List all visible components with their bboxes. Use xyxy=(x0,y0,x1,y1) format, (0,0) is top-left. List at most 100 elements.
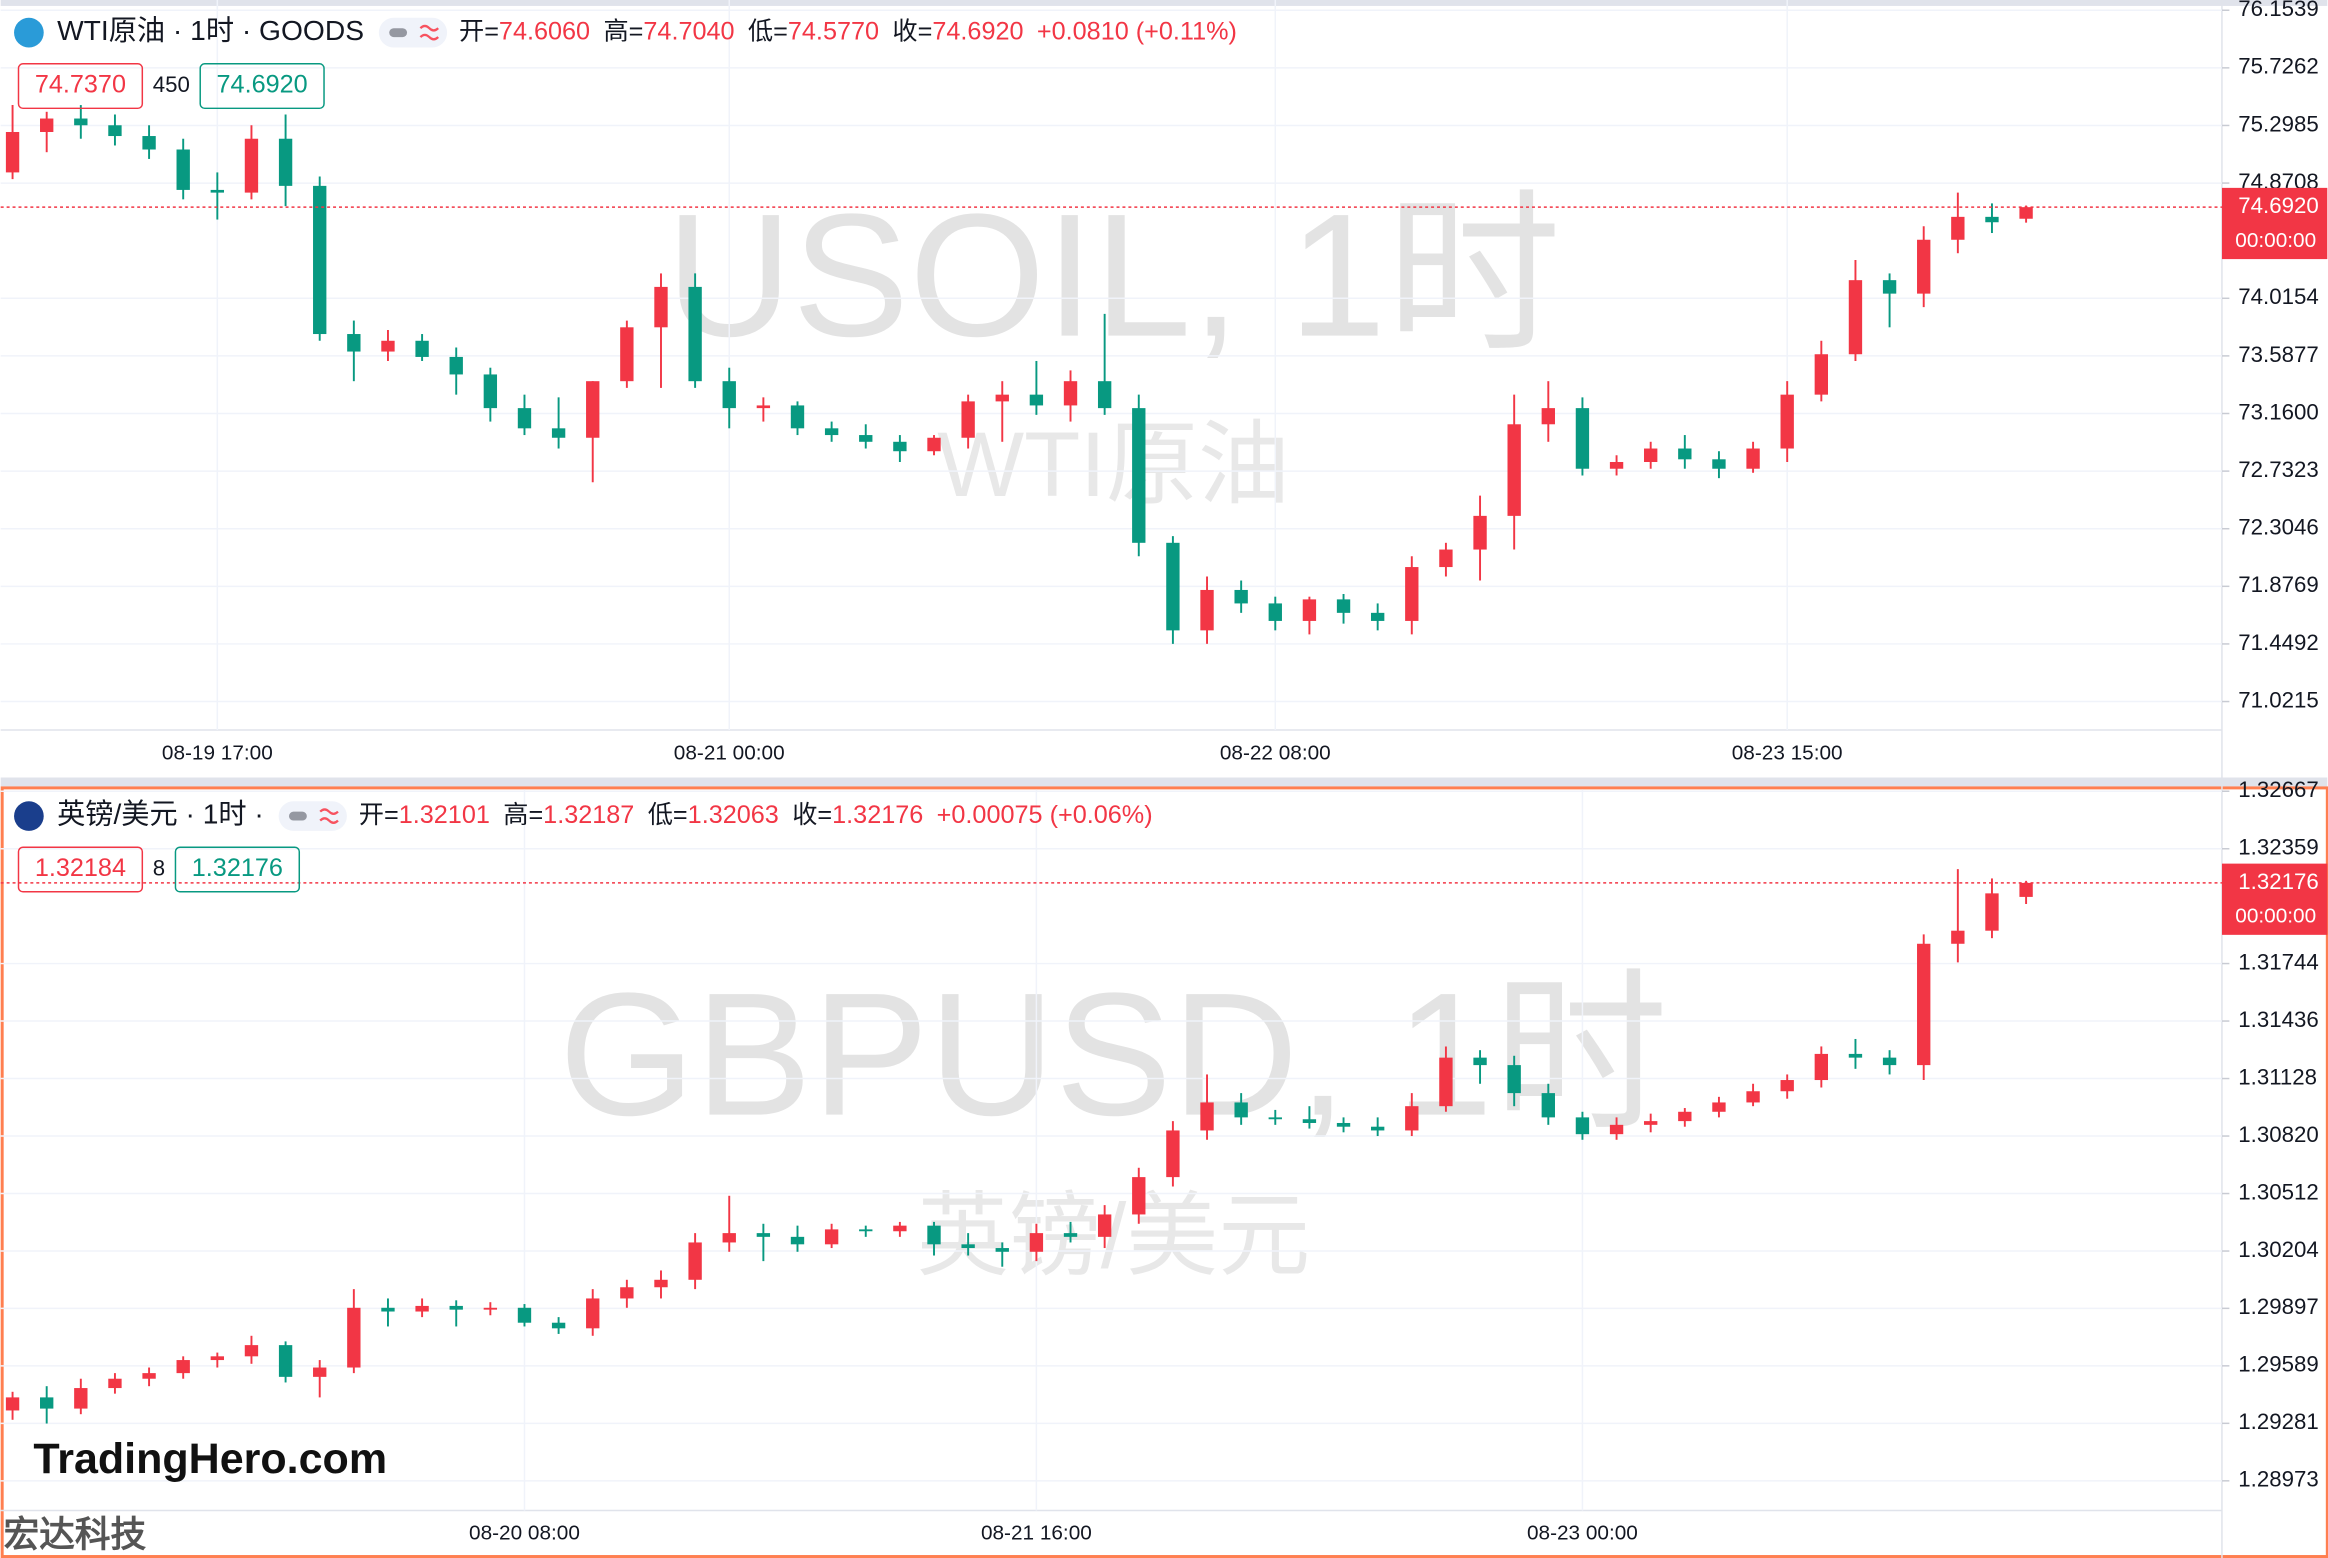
candle-body xyxy=(483,374,498,409)
y-tick-label: 1.30204 xyxy=(2238,1237,2318,1262)
ohlc-legend-value: 74.7040 xyxy=(643,17,734,45)
candle-body xyxy=(688,286,702,382)
y-tick-label: 1.31744 xyxy=(2238,949,2318,974)
candle-body xyxy=(1712,1102,1726,1112)
candle-body xyxy=(654,1279,668,1288)
y-tick-label: 76.1539 xyxy=(2238,0,2318,21)
candle-body xyxy=(1951,216,1965,240)
candle-body xyxy=(381,340,395,352)
last-price-label: 1.32176 xyxy=(2238,869,2318,894)
x-tick-label: 08-20 08:00 xyxy=(469,1522,580,1545)
candle-body xyxy=(824,428,839,436)
candle-body xyxy=(74,1388,88,1409)
candle-body xyxy=(1678,448,1692,460)
candle-body xyxy=(1473,1057,1487,1066)
symbol-watermark: USOIL, 1时 xyxy=(666,179,1561,374)
candle-body xyxy=(756,405,771,409)
bid-price: 1.32184 xyxy=(35,854,126,882)
candle-body xyxy=(1507,424,1521,516)
ohlc-legend-label: 高= xyxy=(603,17,643,45)
candle-body xyxy=(244,1345,259,1357)
ask-price: 1.32176 xyxy=(192,854,283,882)
candle-body xyxy=(995,1248,1009,1252)
candle-body xyxy=(1200,589,1214,631)
candle-body xyxy=(551,428,566,438)
candle-body xyxy=(824,1229,839,1245)
symbol-title: 英镑/美元 · 1时 · xyxy=(57,798,264,830)
y-tick-label: 71.4492 xyxy=(2238,630,2318,655)
candle-body xyxy=(1951,930,1965,944)
candle-body xyxy=(1370,1126,1385,1131)
ohlc-legend-label: 开= xyxy=(459,17,499,45)
y-tick-label: 71.8769 xyxy=(2238,572,2318,597)
candle-body xyxy=(1814,1053,1829,1081)
candle-body xyxy=(1712,459,1726,469)
candle-body xyxy=(1063,381,1078,406)
top-bar xyxy=(0,0,2328,6)
bid-box xyxy=(17,846,144,893)
bid-price: 74.7370 xyxy=(35,71,126,99)
candle-body xyxy=(483,1307,498,1310)
ohlc-legend-value: 1.32101 xyxy=(399,801,490,829)
ohlc-legend-value: 1.32176 xyxy=(832,801,923,829)
candle-body xyxy=(449,356,463,375)
candle-body xyxy=(74,118,88,126)
candle-body xyxy=(893,1225,907,1232)
change-value: +0.00075 (+0.06%) xyxy=(937,801,1153,829)
symbol-icon xyxy=(14,17,44,48)
x-tick-label: 08-23 15:00 xyxy=(1732,741,1843,764)
change-value: +0.0810 (+0.11%) xyxy=(1037,17,1237,45)
y-tick-label: 74.0154 xyxy=(2238,284,2318,309)
brand-logo: TradingHero.com xyxy=(33,1435,387,1483)
candle-body xyxy=(347,1307,361,1368)
candle-body xyxy=(1166,1130,1180,1178)
candle-body xyxy=(40,118,54,132)
candle-body xyxy=(1200,1102,1214,1131)
candle-body xyxy=(5,1397,20,1411)
countdown-label: 00:00:00 xyxy=(2235,905,2316,928)
candle-body xyxy=(620,1287,634,1299)
candle-body xyxy=(1268,603,1282,621)
candle-body xyxy=(859,1229,873,1232)
active-pane-border xyxy=(0,786,2328,1558)
status-icon xyxy=(419,24,439,41)
y-tick-label: 1.28973 xyxy=(2238,1467,2318,1492)
candle-body xyxy=(1575,1117,1590,1135)
symbol-title: WTI原油 · 1时 · GOODS xyxy=(57,14,364,46)
candle-body xyxy=(1575,408,1590,469)
candle-body xyxy=(1063,1233,1078,1237)
y-tick-label: 73.1600 xyxy=(2238,399,2318,424)
candle-body xyxy=(893,441,907,452)
candle-body xyxy=(1848,280,1863,355)
ask-box xyxy=(174,846,301,893)
candle-body xyxy=(1302,599,1317,621)
y-tick-label: 1.29589 xyxy=(2238,1352,2318,1377)
y-tick-label: 1.32667 xyxy=(2238,777,2318,802)
y-tick-label: 72.3046 xyxy=(2238,515,2318,540)
candle-body xyxy=(176,149,190,190)
candle-body xyxy=(2019,207,2033,219)
ohlc-legend-label: 开= xyxy=(359,801,399,829)
x-tick-label: 08-23 00:00 xyxy=(1527,1522,1638,1545)
candle-body xyxy=(1097,381,1112,409)
candle-body xyxy=(2019,882,2033,897)
candle-body xyxy=(1097,1214,1112,1237)
y-tick-label: 1.31128 xyxy=(2238,1064,2317,1089)
candle-body xyxy=(313,1367,327,1377)
symbol-watermark-subtitle: 英镑/美元 xyxy=(917,1186,1310,1288)
ohlc-legend-label: 收= xyxy=(792,801,832,829)
y-tick-label: 1.31436 xyxy=(2238,1007,2318,1032)
spread: 8 xyxy=(153,855,165,880)
ohlc-legend-label: 收= xyxy=(892,17,932,45)
spread: 450 xyxy=(153,72,190,97)
bid-box xyxy=(17,63,144,110)
x-tick-label: 08-21 16:00 xyxy=(981,1522,1092,1545)
ohlc-legend-label: 低= xyxy=(648,801,688,829)
y-tick-label: 1.29897 xyxy=(2238,1294,2318,1319)
candle-body xyxy=(688,1242,702,1280)
corner-watermark: 宏达科技 xyxy=(4,1515,147,1555)
candle-body xyxy=(210,1356,225,1361)
pane-separator xyxy=(0,777,2328,787)
candle-body xyxy=(1336,1122,1351,1127)
